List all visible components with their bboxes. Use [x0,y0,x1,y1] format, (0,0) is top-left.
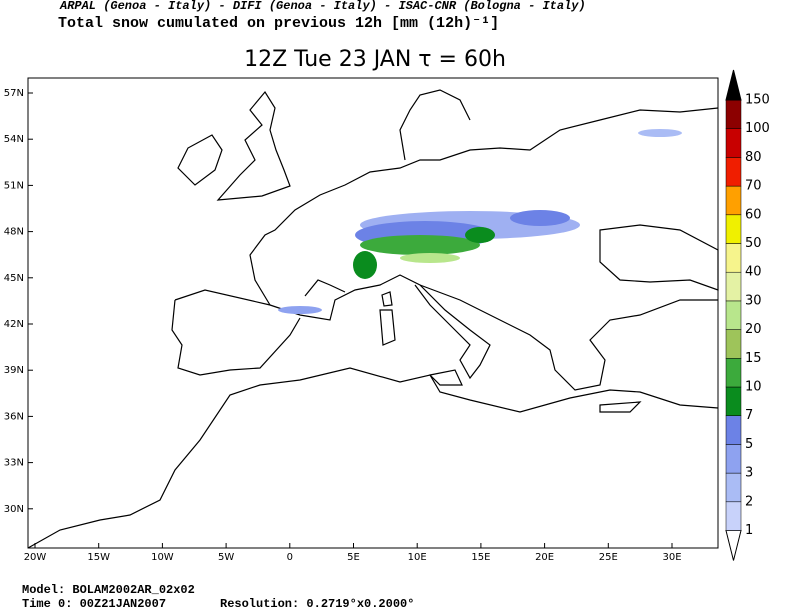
snow-area [510,210,570,226]
resolution-info: Resolution: 0.2719°x0.2000° [220,597,414,611]
colorbar-box [725,501,742,531]
colorbar-label: 150 [745,93,770,108]
colorbar-arrow-top [725,69,742,101]
lon-label: 10W [151,552,174,563]
colorbar-box [725,157,742,187]
lat-label: 30N [4,504,24,515]
colorbar-box [725,329,742,359]
colorbar: 1 2 3 5 7 10 15 20 30 40 50 60 70 80 100 150 [725,69,770,561]
colorbar-label: 50 [745,236,762,251]
colorbar-label: 100 [745,121,770,136]
lat-label: 45N [4,273,24,284]
lon-label: 15E [471,552,490,563]
colorbar-label: 40 [745,265,762,280]
colorbar-box [725,243,742,273]
lon-label: 5W [218,552,234,563]
lon-label: 30E [662,552,681,563]
colorbar-label: 20 [745,322,762,337]
colorbar-label: 1 [745,523,753,538]
colorbar-label: 80 [745,150,762,165]
colorbar-box [725,300,742,330]
colorbar-label: 70 [745,179,762,194]
colorbar-label: 30 [745,293,762,308]
colorbar-box [725,415,742,445]
lon-label: 0 [287,552,293,563]
colorbar-box [725,99,742,129]
map-frame [27,77,719,549]
colorbar-arrow-bottom [725,530,742,561]
lat-label: 33N [4,458,24,469]
colorbar-label: 15 [745,351,762,366]
credits: ARPAL (Genoa - Italy) - DIFI (Genoa - It… [59,0,586,13]
colorbar-box [725,128,742,158]
time-info: Time 0: 00Z21JAN2007 [22,597,166,611]
snow-area [360,235,480,255]
lat-label: 57N [4,88,24,99]
colorbar-label: 5 [745,437,753,452]
model-info: Model: BOLAM2002AR_02x02 [22,583,195,597]
snow-field [278,129,682,314]
colorbar-box [725,444,742,474]
lat-label: 39N [4,365,24,376]
lon-label: 20W [24,552,47,563]
colorbar-box [725,185,742,216]
snow-area [465,227,495,243]
colorbar-label: 60 [745,207,762,222]
lon-label: 5E [347,552,360,563]
colorbar-box [725,386,742,416]
coastlines [27,89,719,549]
map [27,77,719,549]
lat-label: 48N [4,227,24,238]
colorbar-box [725,271,742,302]
lon-label: 10E [408,552,427,563]
colorbar-label: 3 [745,466,753,481]
snow-area [278,306,322,314]
snow-area [400,253,460,263]
lat-label: 54N [4,134,24,145]
snow-area [638,129,682,137]
lat-label: 51N [4,180,24,191]
lat-label: 42N [4,319,24,330]
colorbar-label: 10 [745,380,762,395]
map-title: 12Z Tue 23 JAN τ = 60h [244,47,506,72]
colorbar-box [725,214,742,244]
colorbar-label: 7 [745,408,753,423]
colorbar-box [725,358,742,388]
lat-label: 36N [4,411,24,422]
field-title: Total snow cumulated on previous 12h [mm… [58,15,499,32]
lon-label: 25E [599,552,618,563]
lon-label: 15W [87,552,110,563]
snow-area [353,251,377,279]
colorbar-label: 2 [745,494,753,509]
colorbar-box [725,472,742,503]
lon-label: 20E [535,552,554,563]
